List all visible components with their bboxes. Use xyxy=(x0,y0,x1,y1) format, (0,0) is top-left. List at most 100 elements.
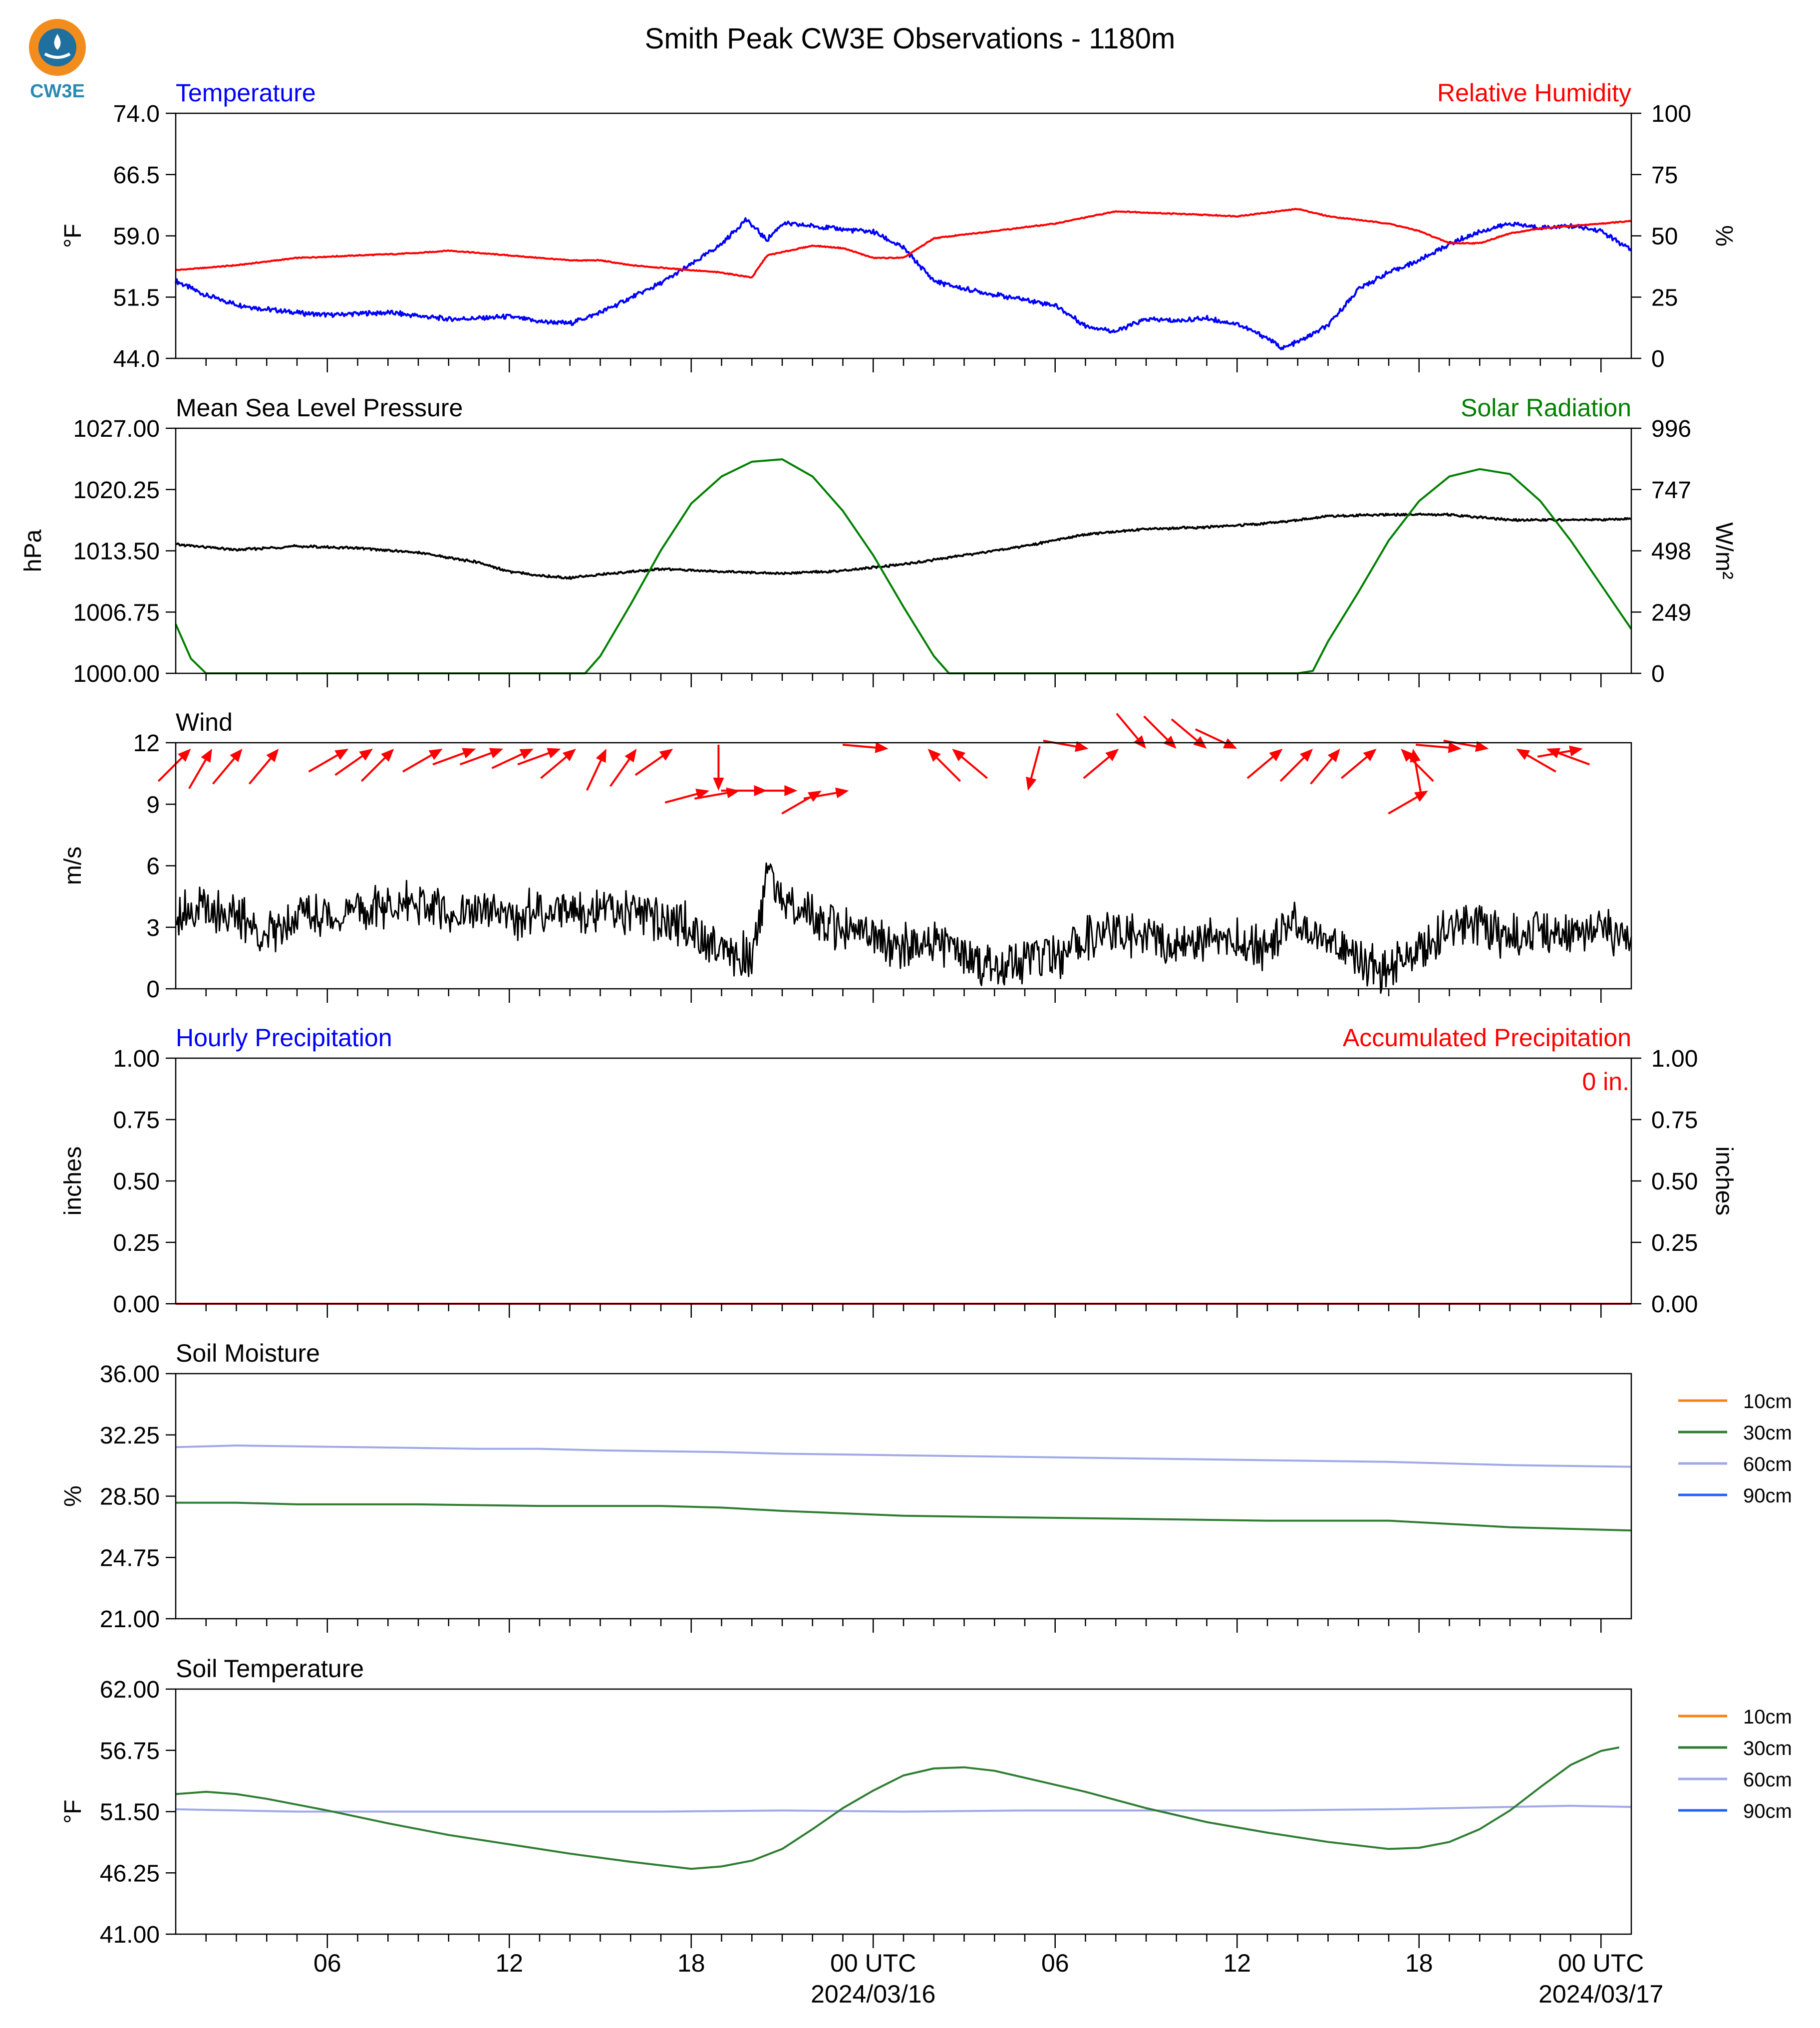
wind-arrow xyxy=(1388,791,1428,815)
wind-arrow xyxy=(402,749,443,773)
wind-arrow-shaft xyxy=(934,755,961,782)
y-axis-label-left: % xyxy=(60,1485,86,1507)
x-tick-label: 00 UTC xyxy=(830,1949,916,1977)
wind-arrow-head xyxy=(519,749,534,759)
wind-arrow-head xyxy=(266,749,279,762)
wind-arrow-shaft xyxy=(517,751,552,766)
y-tick-label-left: 1013.50 xyxy=(73,539,160,565)
panel-precipitation: 0.00 0.25 0.50 0.75 1.00 0.00 0.25 0.50 0.75 1.00… xyxy=(60,1024,1737,1318)
y-tick-label-left: 1000.00 xyxy=(73,661,160,687)
series-30cm-line xyxy=(176,1501,1632,1532)
wind-arrow-head xyxy=(695,789,710,800)
series-wind-speed-line xyxy=(175,862,1632,994)
wind-arrow-shaft xyxy=(609,756,632,787)
wind-arrow-shaft xyxy=(212,756,237,785)
wind-arrow-shaft xyxy=(1443,740,1479,748)
accumulated-precip-value: 0 in. xyxy=(1582,1068,1629,1096)
wind-arrow xyxy=(1537,745,1583,758)
panel-title-left: Mean Sea Level Pressure xyxy=(176,394,463,422)
wind-arrow xyxy=(1310,749,1340,785)
wind-arrow xyxy=(586,749,607,791)
wind-arrow-shaft xyxy=(1246,754,1275,779)
wind-arrow-head xyxy=(875,742,889,753)
y-tick-label-right: 75 xyxy=(1651,162,1678,189)
wind-arrow-head xyxy=(1327,749,1340,762)
y-tick-label-left: 1006.75 xyxy=(73,599,160,626)
panel-frame xyxy=(175,1057,1632,1305)
legend-label: 10cm xyxy=(1743,1391,1792,1413)
wind-arrow-shaft xyxy=(491,752,525,769)
series-relative-humidity-line xyxy=(175,208,1632,279)
x-tick-label: 00 UTC xyxy=(1558,1949,1644,1977)
wind-arrow xyxy=(1516,749,1556,773)
y-axis-label-left: m/s xyxy=(60,847,86,885)
y-axis-label-left: inches xyxy=(60,1147,86,1216)
y-axis-label-left: °F xyxy=(60,1799,86,1824)
wind-arrow xyxy=(1026,746,1041,791)
y-tick-label-right: 0.75 xyxy=(1651,1107,1698,1134)
wind-arrow-head xyxy=(462,748,476,759)
y-tick-label-right: 0 xyxy=(1651,661,1665,687)
wind-arrow xyxy=(188,749,212,789)
x-ticks xyxy=(205,989,1602,1003)
wind-arrow xyxy=(157,749,191,782)
series-30cm-line xyxy=(175,1746,1620,1870)
wind-arrow xyxy=(1083,749,1119,779)
wind-arrow-head xyxy=(659,749,673,761)
x-tick-date-label: 2024/03/16 xyxy=(811,1980,935,2008)
y-tick-label-left: 41.00 xyxy=(100,1922,160,1948)
y-tick-label-left: 0.50 xyxy=(113,1168,160,1195)
panel-frame xyxy=(175,1373,1632,1620)
cw3e-logo: CW3E xyxy=(29,19,86,102)
y-tick-label-left: 9 xyxy=(146,792,160,818)
wind-arrow-shaft xyxy=(1279,755,1306,782)
wind-arrow-shaft xyxy=(1171,718,1200,743)
y-axis-label-right: W/m² xyxy=(1711,522,1737,579)
wind-arrow xyxy=(334,749,373,776)
wind-arrow xyxy=(927,749,961,782)
x-ticks xyxy=(205,1934,1602,1948)
y-tick-label-left: 32.25 xyxy=(100,1423,160,1449)
wind-arrow-shaft xyxy=(188,757,208,789)
wind-arrow xyxy=(1410,749,1422,794)
y-tick-label-left: 6 xyxy=(146,854,160,880)
series-60cm-line xyxy=(175,1445,1632,1468)
y-tick-label-right: 0.50 xyxy=(1651,1168,1698,1195)
wind-arrow xyxy=(1043,740,1089,752)
wind-arrow-shaft xyxy=(1029,746,1041,781)
x-ticks xyxy=(205,673,1602,687)
y-tick-label-right: 1.00 xyxy=(1651,1046,1698,1072)
wind-arrow-shaft xyxy=(634,754,665,776)
wind-arrow xyxy=(664,789,710,804)
legend-label: 60cm xyxy=(1743,1769,1792,1791)
wind-arrow-shaft xyxy=(694,791,730,800)
x-ticks xyxy=(205,1619,1602,1633)
wind-arrow-head xyxy=(562,749,576,762)
wind-arrow-head xyxy=(1223,738,1237,749)
figure-title: Smith Peak CW3E Observations - 1180m xyxy=(645,22,1176,55)
x-tick-label: 06 xyxy=(313,1949,341,1977)
series-solar-radiation-line xyxy=(175,458,1632,674)
wind-arrow-head xyxy=(713,778,724,791)
panels: 44.0 51.5 59.0 66.5 74.0 0 25 50 75 100 °F % Tempera… xyxy=(20,79,1792,1948)
y-tick-label-left: 28.50 xyxy=(100,1484,160,1510)
panel-title-left: Hourly Precipitation xyxy=(176,1024,392,1052)
wind-arrow-head xyxy=(1475,741,1489,752)
wind-arrow xyxy=(491,749,534,769)
wind-arrow-shaft xyxy=(803,791,839,800)
panel-title-left: Soil Moisture xyxy=(176,1339,320,1367)
wind-arrow xyxy=(634,749,673,776)
wind-arrow-head xyxy=(1410,749,1421,763)
panel-title-right: Accumulated Precipitation xyxy=(1343,1024,1631,1052)
wind-arrow-head xyxy=(1516,749,1530,760)
legend-label: 60cm xyxy=(1743,1453,1792,1475)
wind-arrow xyxy=(459,748,504,766)
legend-label: 30cm xyxy=(1743,1738,1792,1759)
y-tick-label-left: 44.0 xyxy=(113,346,160,372)
wind-arrow xyxy=(248,749,279,785)
y-tick-label-left: 1.00 xyxy=(113,1046,160,1072)
y-tick-label-left: 0.25 xyxy=(113,1230,160,1256)
panel-pressure-solar: 1000.00 1006.75 1013.50 1020.25 1027.00 0 249 4… xyxy=(20,394,1737,687)
wind-arrow xyxy=(1143,715,1177,749)
series-temperature-line xyxy=(175,217,1632,350)
